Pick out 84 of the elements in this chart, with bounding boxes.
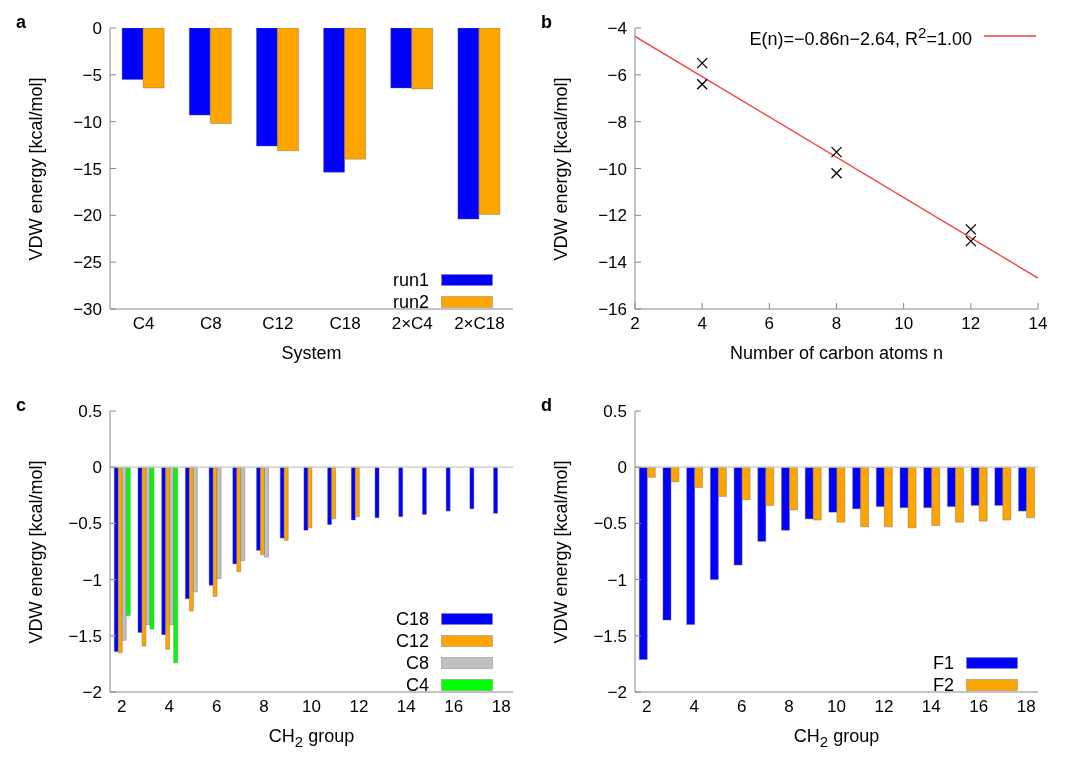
y-tick-label: 0.5 [603,402,627,422]
y-tick-label: −0.5 [593,514,627,534]
y-tick-label: −5 [82,65,102,85]
y-tick-label: 0 [617,458,627,478]
x-tick-label: C12 [262,314,294,334]
x-tick-label: 8 [784,697,794,717]
y-tick-label: −25 [73,253,102,273]
x-tick-label: 12 [349,697,369,717]
x-tick-label: 2×C18 [454,314,505,334]
point [965,223,977,236]
y-tick-label: 0.5 [78,402,102,422]
x-tick-label: 12 [961,314,981,334]
x-tick-label: 16 [969,697,989,717]
x-tick-label: 14 [1028,314,1048,334]
y-axis-title: VDW energy [kcal/mol] [25,76,47,261]
y-axis-title: VDW energy [kcal/mol] [550,459,572,644]
x-tick-label: C4 [132,314,155,334]
y-axis-title: VDW energy [kcal/mol] [25,459,47,644]
legend-label: C12 [395,630,429,652]
point [696,78,708,90]
legend-label: F1 [932,652,954,674]
x-tick-label: 6 [211,697,222,717]
legend-label: E(n)=−0.86n−2.64, R$^{2}$=1.00 [749,23,972,50]
point [830,146,843,158]
y-tick-label: −2 [607,683,627,703]
point [965,235,977,247]
x-tick-label: 12 [874,697,894,717]
x-tick-label: 4 [689,697,699,717]
chart-title: b [541,12,552,33]
x-tick-label: 10 [827,697,846,717]
y-tick-label: −1.5 [68,626,102,646]
x-tick-label: 2 [117,697,127,717]
x-tick-label: 4 [697,314,707,334]
y-tick-label: −1 [607,570,627,590]
y-tick-label: −8 [607,112,627,132]
legend-label: C4 [405,674,429,696]
legend-label: F2 [932,674,954,696]
x-axis-title: Number of carbon atoms n [728,343,945,364]
legend-label: run1 [392,269,429,291]
x-tick-label: 14 [396,697,416,717]
y-tick-label: 0 [92,458,102,478]
chart-title: a [16,12,27,33]
y-tick-label: −20 [73,206,102,226]
y-tick-label: −6 [607,65,627,85]
y-tick-label: −2 [82,683,102,703]
x-axis-title: System [280,343,343,364]
x-tick-label: 10 [894,314,914,334]
legend-label: C18 [395,608,429,630]
x-tick-label: C18 [329,314,361,334]
x-tick-label: 4 [164,697,174,717]
y-tick-label: −0.5 [68,514,102,534]
y-tick-label: −15 [73,159,102,179]
chart-title: c [16,395,27,416]
x-tick-label: 8 [831,314,842,334]
y-tick-label: −4 [607,19,627,39]
x-tick-label: 18 [1016,697,1036,717]
y-tick-label: −1.5 [593,626,627,646]
y-tick-label: −12 [598,206,627,226]
y-tick-label: −10 [73,112,102,132]
x-tick-label: C8 [199,314,222,334]
x-axis-title: CH$_{2}$ group [792,726,881,750]
legend-label: C8 [405,652,429,674]
y-tick-label: −10 [598,159,627,179]
x-tick-label: 18 [491,697,511,717]
chart-title: d [541,395,552,416]
x-tick-label: 10 [302,697,321,717]
y-tick-label: −30 [73,300,102,320]
point [830,167,843,179]
x-axis-title: CH$_{2}$ group [267,726,356,750]
y-tick-label: −16 [598,300,627,320]
y-tick-label: −14 [598,253,627,273]
y-tick-label: 0 [92,19,102,39]
y-axis-title: VDW energy [kcal/mol] [550,76,572,261]
x-tick-label: 2 [642,697,652,717]
x-tick-label: 16 [444,697,464,717]
x-tick-label: 14 [921,697,941,717]
x-tick-label: 6 [736,697,747,717]
x-tick-label: 6 [764,314,775,334]
x-tick-label: 2 [630,314,640,334]
legend-label: run2 [392,291,429,313]
x-tick-label: 2×C4 [391,314,433,334]
y-tick-label: −1 [82,570,102,590]
x-tick-label: 8 [259,697,269,717]
point [696,57,708,69]
